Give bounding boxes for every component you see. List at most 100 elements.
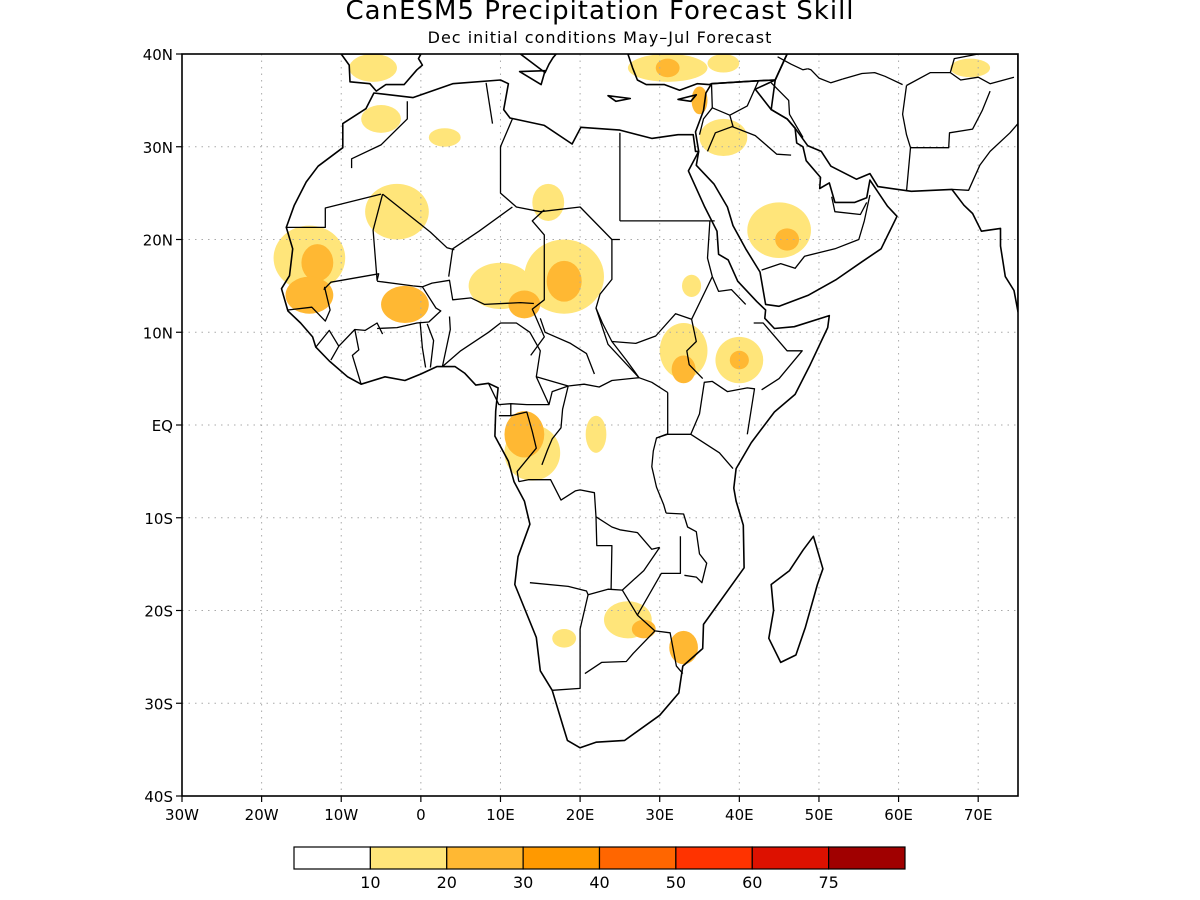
country-border bbox=[552, 594, 589, 691]
country-border bbox=[530, 209, 545, 356]
country-border bbox=[323, 193, 384, 291]
country-border bbox=[377, 286, 442, 330]
skill-patch bbox=[428, 128, 461, 147]
lon-tick-label: 0 bbox=[416, 806, 426, 824]
colorbar-label: 30 bbox=[513, 873, 533, 892]
skill-patch bbox=[285, 276, 334, 314]
country-border bbox=[690, 433, 734, 470]
colorbar-label: 20 bbox=[437, 873, 457, 892]
country-border bbox=[686, 276, 713, 380]
skill-patch bbox=[707, 54, 740, 73]
country-border bbox=[906, 71, 1015, 87]
skill-patch bbox=[682, 274, 702, 298]
country-borders-layer bbox=[285, 54, 1018, 691]
country-border bbox=[441, 322, 569, 406]
lat-tick-label: 20N bbox=[143, 232, 173, 250]
skill-patch bbox=[532, 183, 565, 221]
skill-patch bbox=[301, 244, 334, 282]
skill-patch bbox=[669, 630, 698, 665]
coastline-sicily bbox=[518, 69, 546, 86]
colorbar-label: 50 bbox=[666, 873, 686, 892]
country-border bbox=[419, 321, 427, 368]
colorbar: 10 20 30 40 50 60 75 bbox=[293, 846, 906, 892]
colorbar-swatch bbox=[522, 846, 601, 870]
coastline-madagascar bbox=[767, 535, 824, 664]
country-border bbox=[706, 220, 747, 305]
colorbar-swatch bbox=[446, 846, 524, 870]
colorbar-swatch bbox=[828, 846, 906, 870]
country-border bbox=[382, 193, 455, 251]
country-border bbox=[656, 380, 756, 439]
country-border bbox=[287, 286, 331, 322]
country-border bbox=[651, 392, 669, 514]
lon-tick-label: 70E bbox=[964, 806, 993, 824]
country-border bbox=[621, 589, 684, 675]
lat-tick-label: 40N bbox=[143, 46, 173, 64]
country-border bbox=[330, 329, 356, 361]
skill-patch bbox=[552, 629, 577, 648]
skill-patch bbox=[546, 260, 582, 302]
skill-patch bbox=[365, 183, 429, 240]
country-border bbox=[770, 82, 804, 138]
country-border bbox=[842, 71, 903, 86]
lat-tick-label: 30N bbox=[143, 139, 173, 157]
country-border bbox=[485, 82, 494, 124]
skill-patch bbox=[747, 202, 811, 259]
skill-patch bbox=[508, 290, 541, 319]
coastline-asia_east bbox=[770, 54, 1018, 313]
country-border bbox=[536, 376, 640, 388]
country-border bbox=[529, 547, 661, 596]
colorbar-label: 75 bbox=[818, 873, 838, 892]
lat-tick-label: 30S bbox=[144, 695, 173, 713]
country-border bbox=[595, 516, 613, 590]
lat-tick-label: 20S bbox=[144, 603, 173, 621]
skill-patch bbox=[504, 411, 545, 458]
lat-tick-label: EQ bbox=[152, 417, 173, 435]
lon-tick-label: 20E bbox=[566, 806, 595, 824]
country-border bbox=[539, 318, 596, 375]
colorbar-label: 10 bbox=[360, 873, 380, 892]
colorbar-swatch bbox=[369, 846, 448, 870]
country-border bbox=[350, 101, 408, 169]
country-border bbox=[729, 80, 759, 116]
country-border bbox=[377, 279, 534, 306]
map-title: CanESM5 Precipitation Forecast Skill bbox=[345, 0, 855, 26]
skill-patch bbox=[699, 118, 748, 157]
skill-patch bbox=[655, 58, 680, 78]
country-border bbox=[951, 123, 1018, 191]
skill-patch bbox=[950, 58, 991, 78]
coastline-turkey bbox=[627, 54, 788, 91]
skill-patch bbox=[361, 105, 401, 133]
colorbar-swatch bbox=[598, 846, 677, 870]
country-border bbox=[807, 68, 843, 84]
country-border bbox=[753, 322, 803, 391]
country-border bbox=[285, 193, 382, 229]
coastline-cyprus bbox=[677, 94, 698, 103]
country-border bbox=[611, 313, 692, 345]
lon-tick-label: 20W bbox=[245, 806, 279, 824]
skill-patch bbox=[631, 619, 656, 639]
country-border bbox=[910, 90, 991, 149]
lon-tick-label: 60E bbox=[884, 806, 913, 824]
grid-lines bbox=[182, 54, 1018, 796]
country-border bbox=[636, 536, 682, 616]
country-border bbox=[426, 323, 435, 368]
colorbar-swatch bbox=[751, 846, 830, 870]
lon-tick-label: 10W bbox=[324, 806, 358, 824]
coastline-crete bbox=[607, 94, 632, 103]
lon-tick-label: 30W bbox=[165, 806, 199, 824]
colorbar-label: 60 bbox=[742, 873, 762, 892]
country-border bbox=[731, 125, 792, 156]
map-subtitle: Dec initial conditions May–Jul Forecast bbox=[427, 28, 773, 47]
lat-tick-label: 40S bbox=[144, 788, 173, 806]
country-border bbox=[595, 239, 669, 394]
country-border bbox=[315, 329, 340, 348]
coastline-italy_greece bbox=[519, 54, 558, 74]
country-border bbox=[499, 118, 620, 241]
country-border bbox=[831, 196, 868, 216]
colorbar-label: 40 bbox=[589, 873, 609, 892]
colorbar-swatch bbox=[293, 846, 371, 870]
coastline-europe_south bbox=[340, 54, 424, 92]
colorbar-swatch bbox=[675, 846, 753, 870]
country-border bbox=[777, 56, 808, 71]
